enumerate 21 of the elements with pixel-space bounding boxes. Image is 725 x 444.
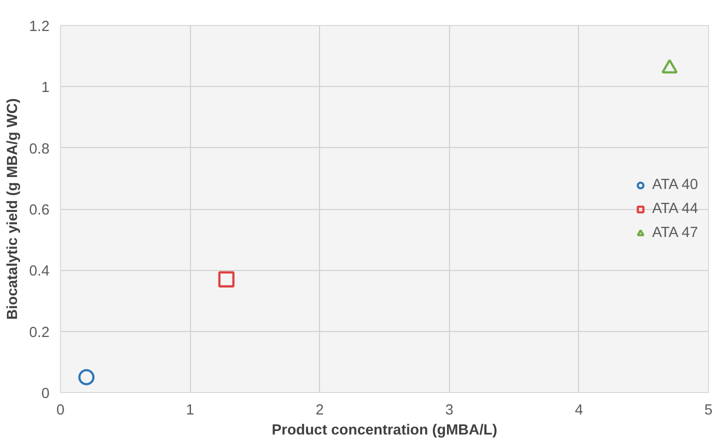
x-tick-label: 3 — [445, 402, 454, 418]
y-tick-label: 0.6 — [29, 202, 50, 218]
y-tick-label: 0.8 — [29, 141, 50, 158]
y-tick-label: 1 — [41, 80, 50, 96]
x-tick-label: 0 — [56, 402, 65, 418]
legend-label: ATA 47 — [652, 224, 698, 240]
point — [78, 369, 95, 386]
x-tick-label: 1 — [186, 402, 194, 418]
x-tick-label: 5 — [704, 402, 713, 418]
point — [218, 271, 234, 288]
y-tick-label: 1.2 — [29, 19, 50, 35]
point — [662, 59, 678, 74]
y-tick-label: 0.4 — [29, 264, 50, 280]
x-tick-label: 4 — [574, 402, 583, 418]
x-axis-title: Product concentration (gMBA/L) — [272, 422, 498, 438]
x-tick-label: 2 — [316, 402, 324, 418]
y-tick-label: 0 — [41, 386, 50, 402]
y-axis-title: Biocatalytic yield (g MBA/g WC) — [5, 98, 22, 320]
legend-label: ATA 44 — [652, 200, 698, 216]
y-tick-label: 0.2 — [29, 324, 50, 341]
legend-label: ATA 40 — [652, 176, 698, 192]
